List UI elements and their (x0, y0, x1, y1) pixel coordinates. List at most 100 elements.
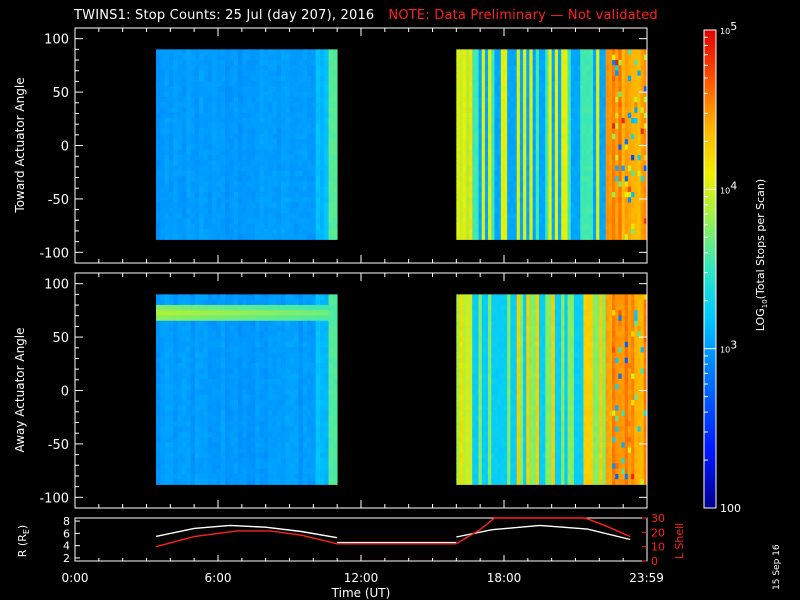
heatmap-cell (567, 139, 572, 145)
heatmap-cell (554, 49, 559, 56)
heatmap-cell (181, 442, 187, 448)
heatmap-cell (289, 363, 295, 369)
heatmap-cell (289, 473, 295, 480)
heatmap-cell (516, 228, 521, 235)
heatmap-cell (190, 473, 196, 480)
heatmap-cell (181, 81, 187, 87)
heatmap-cell (294, 373, 299, 380)
heatmap-cell (462, 96, 467, 103)
heatmap-cell (164, 442, 170, 448)
heatmap-cell (186, 299, 191, 306)
heatmap-cell (580, 228, 584, 235)
away-heatmap-cells (156, 294, 648, 485)
heatmap-cell (177, 442, 183, 448)
heatmap-cell (507, 223, 511, 230)
heatmap-cell (289, 426, 295, 433)
heatmap-cell (332, 191, 338, 198)
heatmap-cell (177, 452, 183, 459)
heatmap-cell (263, 139, 269, 145)
heatmap-cell (551, 149, 556, 156)
heatmap-cell (332, 128, 338, 135)
heatmap-cell (164, 202, 170, 209)
heatmap-cell (324, 154, 329, 161)
heatmap-cell (640, 86, 645, 93)
heatmap-cell (311, 191, 316, 198)
heatmap-cell (289, 310, 295, 316)
heatmap-cell (281, 468, 286, 475)
heatmap-cell (494, 234, 499, 240)
heatmap-cell (250, 112, 256, 119)
heatmap-cell (580, 197, 584, 203)
heatmap-cell (529, 213, 533, 219)
heatmap-cell (246, 181, 252, 188)
heatmap-cell (465, 54, 470, 61)
heatmap-cell (289, 436, 295, 443)
heatmap-cell (285, 299, 291, 306)
heatmap-cell (242, 49, 247, 56)
heatmap-cell (472, 202, 476, 209)
heatmap-cell (324, 107, 329, 114)
heatmap-cell (259, 378, 265, 385)
heatmap-cell (294, 326, 299, 332)
heatmap-cell (177, 399, 183, 406)
heatmap-cell (634, 149, 638, 156)
heatmap-cell (634, 118, 638, 124)
heatmap-cell (475, 149, 479, 156)
heatmap-cell (558, 149, 562, 156)
heatmap-cell (207, 176, 213, 182)
heatmap-cell (255, 458, 260, 464)
heatmap-cell (542, 207, 546, 214)
heatmap-cell (168, 54, 174, 61)
heatmap-cell (519, 123, 524, 129)
heatmap-cell (220, 54, 226, 61)
heatmap-cell (212, 202, 217, 209)
heatmap-cell (281, 352, 286, 359)
heatmap-cell (203, 468, 209, 475)
heatmap-cell (229, 405, 235, 411)
heatmap-cell (190, 213, 196, 219)
heatmap-cell (289, 223, 295, 230)
heatmap-cell (535, 102, 540, 108)
heatmap-cell (281, 139, 286, 145)
heatmap-cell (164, 149, 170, 156)
heatmap-cell (523, 81, 527, 87)
heatmap-cell (203, 191, 209, 198)
heatmap-cell (203, 463, 209, 470)
heatmap-cell (186, 128, 191, 135)
heatmap-cell (237, 447, 243, 454)
heatmap-cell (532, 234, 537, 240)
heatmap-cell (250, 65, 256, 71)
heatmap-cell (548, 123, 553, 129)
heatmap-cell (298, 59, 304, 66)
heatmap-cell (203, 389, 209, 396)
heatmap-cell (216, 473, 222, 480)
heatmap-cell (225, 320, 230, 327)
heatmap-cell (306, 170, 312, 177)
heatmap-cell (207, 86, 213, 93)
heatmap-cell (634, 228, 638, 235)
heatmap-cell (548, 107, 553, 114)
heatmap-cell (199, 394, 204, 401)
heatmap-cell (237, 118, 243, 124)
heatmap-cell (516, 160, 521, 166)
heatmap-cell (160, 54, 166, 61)
heatmap-cell (289, 107, 295, 114)
heatmap-cell (173, 299, 178, 306)
heatmap-cell (554, 86, 559, 93)
heatmap-cell (168, 421, 174, 427)
heatmap-cell (281, 160, 286, 166)
heatmap-cell (315, 191, 321, 198)
heatmap-cell (484, 49, 489, 56)
heatmap-cell (194, 128, 200, 135)
heatmap-cell (475, 181, 479, 188)
heatmap-cell (255, 436, 260, 443)
heatmap-cell (294, 389, 299, 396)
heatmap-cell (233, 442, 239, 448)
heatmap-cell (513, 139, 518, 145)
heatmap-cell (324, 139, 329, 145)
heatmap-cell (564, 181, 568, 188)
heatmap-cell (586, 70, 591, 77)
heatmap-cell (186, 223, 191, 230)
heatmap-cell (497, 165, 502, 172)
heatmap-cell (276, 310, 282, 316)
